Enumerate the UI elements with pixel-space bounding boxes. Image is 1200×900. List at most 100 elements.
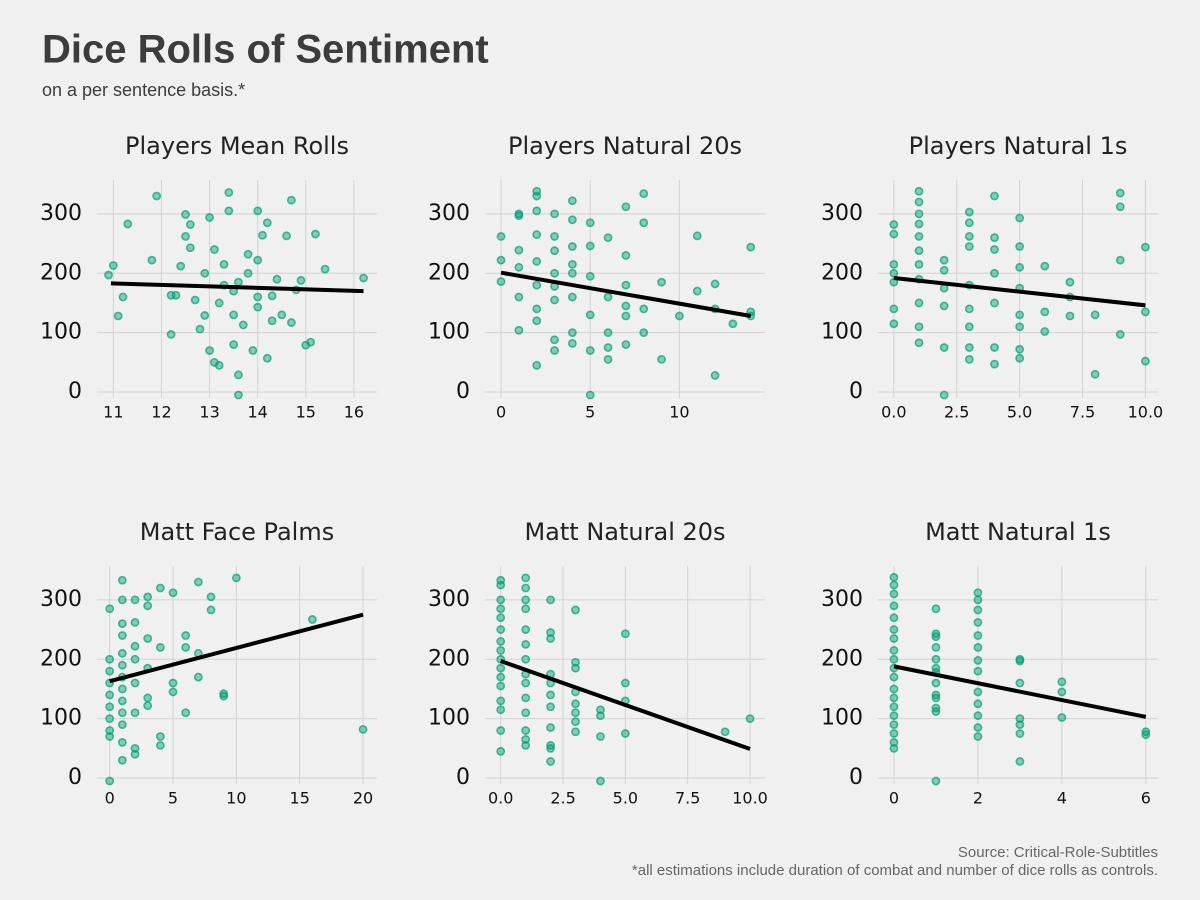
scatter-point — [889, 738, 899, 747]
scatter-point — [621, 251, 631, 260]
scatter-point — [964, 207, 974, 217]
scatter-point — [514, 209, 524, 219]
scatter-point — [185, 220, 195, 229]
scatter-point — [117, 575, 127, 585]
scatter-point — [320, 264, 330, 274]
scatter-point — [914, 338, 924, 348]
scatter-point — [267, 291, 277, 301]
scatter-point — [889, 304, 899, 314]
scatter-point — [532, 304, 542, 314]
y-tick-label: 100 — [40, 706, 82, 731]
x-tick-label: 13 — [199, 403, 219, 422]
scatter-point — [603, 292, 613, 302]
scatter-point — [496, 696, 506, 706]
panel-title: Players Mean Rolls — [125, 132, 349, 160]
scatter-point — [550, 246, 559, 256]
scatter-point — [546, 723, 555, 732]
scatter-point — [117, 684, 127, 694]
scatter-point — [166, 330, 176, 339]
x-tick-label: 14 — [248, 403, 268, 422]
scatter-point — [546, 595, 555, 605]
y-tick-label: 100 — [428, 320, 470, 345]
y-tick-label: 300 — [821, 201, 863, 226]
scatter-point — [973, 723, 983, 732]
scatter-point — [113, 311, 123, 321]
scatter-point — [567, 268, 577, 278]
scatter-point — [105, 702, 115, 712]
scatter-point — [571, 605, 580, 615]
y-tick-label: 300 — [821, 587, 863, 612]
scatter-point — [195, 324, 205, 334]
scatter-point — [258, 230, 267, 240]
x-tick-label: 10 — [669, 403, 689, 422]
scatter-point — [224, 206, 234, 216]
scatter-point — [585, 390, 595, 400]
y-tick-label: 300 — [40, 587, 82, 612]
scatter-point — [1015, 242, 1025, 251]
scatter-point — [585, 346, 595, 355]
scatter-point — [130, 708, 140, 718]
scatter-point — [990, 245, 999, 254]
scatter-point — [514, 292, 524, 302]
scatter-point — [521, 573, 531, 583]
scatter-point — [130, 749, 140, 759]
scatter-point — [973, 656, 983, 665]
scatter-point — [550, 335, 559, 345]
scatter-point — [143, 693, 153, 703]
scatter-point — [1015, 322, 1025, 332]
panel-title: Players Natural 20s — [508, 132, 742, 160]
panel-title: Matt Natural 20s — [524, 518, 725, 546]
source: Source: Critical-Role-Subtitles — [958, 844, 1158, 861]
x-tick-label: 5 — [168, 789, 178, 808]
scatter-point — [973, 711, 983, 721]
scatter-point — [603, 328, 613, 338]
scatter-point — [147, 255, 157, 265]
scatter-point — [964, 232, 974, 241]
scatter-point — [496, 663, 506, 673]
y-tick-label: 300 — [428, 201, 470, 226]
y-tick-label: 200 — [40, 646, 82, 671]
scatter-point — [990, 343, 999, 352]
scatter-point — [253, 302, 263, 312]
scatter-point — [939, 343, 949, 352]
scatter-point — [710, 279, 720, 289]
scatter-point — [168, 687, 178, 697]
x-tick-label: 0 — [889, 789, 899, 808]
scatter-point — [105, 604, 115, 614]
scatter-point — [639, 218, 649, 228]
scatter-point — [1141, 242, 1150, 252]
scatter-point — [889, 672, 899, 682]
scatter-point — [1015, 310, 1025, 320]
scatter-point — [105, 776, 115, 786]
y-tick-label: 0 — [849, 765, 863, 790]
scatter-point — [104, 270, 113, 280]
scatter-point — [143, 634, 153, 643]
scatter-point — [521, 740, 531, 750]
scatter-point — [964, 322, 974, 332]
scatter-point — [496, 277, 506, 286]
scatter-point — [118, 292, 128, 302]
x-tick-label: 2.5 — [550, 789, 575, 808]
scatter-point — [931, 776, 941, 786]
y-tick-label: 0 — [456, 379, 470, 404]
scatter-point — [1015, 344, 1025, 354]
y-tick-label: 0 — [849, 379, 863, 404]
scatter-point — [253, 292, 263, 302]
scatter-point — [1040, 327, 1050, 336]
scatter-point — [514, 262, 524, 272]
scatter-point — [358, 724, 368, 734]
scatter-point — [532, 316, 542, 326]
panel-title: Matt Natural 1s — [925, 518, 1111, 546]
scatter-point — [1141, 307, 1150, 317]
scatter-point — [193, 577, 203, 587]
scatter-point — [1015, 262, 1025, 272]
scatter-point — [206, 605, 216, 615]
scatter-point — [521, 625, 531, 634]
scatter-point — [496, 705, 506, 715]
scatter-point — [1090, 310, 1100, 320]
scatter-point — [571, 708, 580, 718]
scatter-point — [155, 642, 165, 652]
scatter-point — [571, 699, 580, 709]
scatter-point — [117, 738, 127, 747]
x-tick-label: 7.5 — [675, 789, 700, 808]
